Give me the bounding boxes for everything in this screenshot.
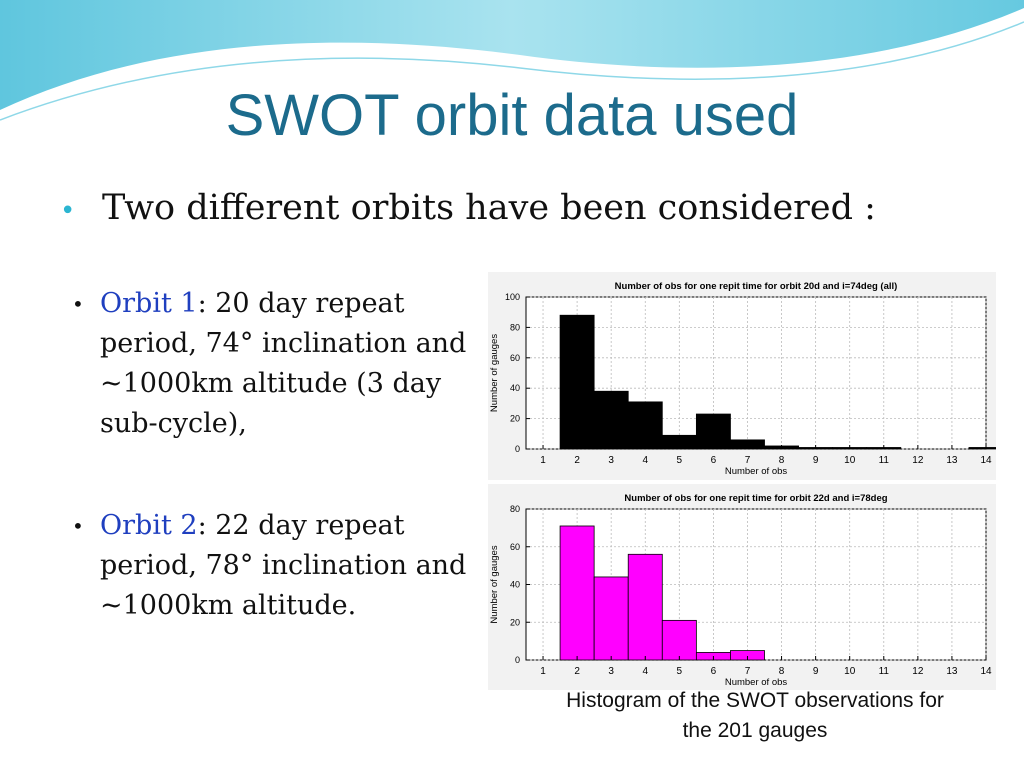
x-tick-label: 12 — [912, 666, 924, 677]
bullet-icon: • — [72, 514, 84, 538]
bar — [559, 314, 595, 450]
y-tick-label: 0 — [515, 444, 520, 454]
y-tick-label: 20 — [510, 414, 520, 424]
bullet-icon: • — [72, 292, 84, 316]
x-tick-label: 10 — [844, 666, 856, 677]
y-tick-label: 40 — [510, 383, 520, 393]
x-tick-label: 1 — [540, 455, 546, 466]
y-tick-label: 100 — [505, 292, 520, 302]
x-tick-label: 8 — [779, 666, 785, 677]
y-tick-label: 0 — [515, 655, 520, 665]
x-tick-label: 7 — [745, 455, 751, 466]
bar — [661, 619, 697, 661]
caption-line-2: the 201 gauges — [682, 719, 828, 742]
x-tick-label: 6 — [711, 666, 717, 677]
slide-title: SWOT orbit data used — [225, 83, 799, 148]
y-tick-label: 80 — [510, 504, 520, 514]
header-wave-decoration — [0, 0, 1024, 121]
histogram-orbit-1: 1 2 3 4 5 6 7 8 9 10 11 12 13 14 0 20 40 60 80 100 Number of… — [488, 272, 996, 480]
orbit-2-description: : 22 day repeat period, 78° inclination … — [100, 510, 467, 621]
x-tick-label: 4 — [642, 666, 648, 677]
intro-text: Two different orbits have been considere… — [102, 188, 876, 228]
x-tick-label: 8 — [779, 455, 785, 466]
y-tick-label: 80 — [510, 322, 520, 332]
bar — [593, 390, 629, 450]
x-axis-label: Number of obs — [725, 677, 788, 688]
x-tick-label: 11 — [879, 666, 890, 677]
orbit-1-name: Orbit 1 — [100, 288, 198, 319]
bar — [968, 447, 996, 450]
bullet-icon: • — [60, 196, 76, 226]
y-tick-label: 40 — [510, 580, 520, 590]
x-tick-label: 5 — [677, 666, 683, 677]
x-tick-label: 5 — [677, 455, 683, 466]
bar — [627, 401, 663, 450]
x-axis-label: Number of obs — [725, 466, 788, 477]
x-tick-label: 9 — [813, 666, 819, 677]
x-tick-label: 13 — [946, 455, 958, 466]
bar — [559, 525, 595, 661]
chart-title: Number of obs for one repit time for orb… — [615, 281, 898, 292]
x-tick-label: 2 — [574, 455, 580, 466]
x-tick-label: 12 — [912, 455, 924, 466]
x-tick-label: 1 — [540, 666, 546, 677]
x-tick-label: 13 — [946, 666, 958, 677]
bar — [593, 576, 629, 661]
x-tick-label: 9 — [813, 455, 819, 466]
caption-line-1: Histogram of the SWOT observations for — [566, 689, 944, 712]
y-axis-label: Number of gauges — [489, 545, 500, 623]
orbit-2-name: Orbit 2 — [100, 510, 198, 541]
x-tick-label: 2 — [574, 666, 580, 677]
x-tick-label: 3 — [608, 455, 614, 466]
x-tick-label: 4 — [642, 455, 648, 466]
y-tick-label: 60 — [510, 542, 520, 552]
x-tick-label: 10 — [844, 455, 856, 466]
x-tick-label: 3 — [608, 666, 614, 677]
y-axis-label: Number of gauges — [489, 334, 500, 412]
chart-title: Number of obs for one repit time for orb… — [624, 493, 887, 504]
histogram-orbit-2: 1 2 3 4 5 6 7 8 9 10 11 12 13 14 0 20 40 60 80 Number of ob… — [488, 484, 996, 690]
x-tick-label: 14 — [980, 666, 992, 677]
orbit-1-description: : 20 day repeat period, 74° inclination … — [100, 288, 467, 439]
x-tick-label: 7 — [745, 666, 751, 677]
x-tick-label: 14 — [980, 455, 992, 466]
bar — [695, 413, 731, 450]
x-tick-label: 11 — [879, 455, 890, 466]
x-tick-label: 6 — [711, 455, 717, 466]
y-tick-label: 20 — [510, 617, 520, 627]
chart-caption: Histogram of the SWOT observations for t… — [520, 686, 990, 746]
bar — [627, 553, 663, 661]
y-tick-label: 60 — [510, 353, 520, 363]
